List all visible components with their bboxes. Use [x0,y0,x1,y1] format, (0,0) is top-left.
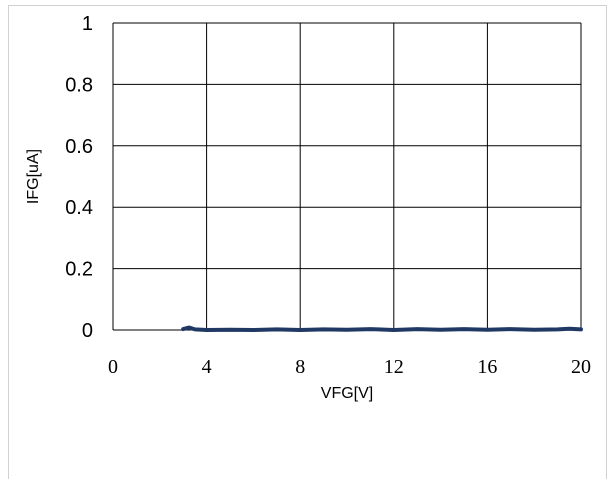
y-tick-label: 1 [82,13,93,35]
y-tick-label: 0.4 [65,197,93,219]
x-tick-label: 0 [108,356,118,378]
y-tick-label: 0.6 [65,136,93,158]
x-tick-label: 12 [384,356,404,378]
series-line [181,325,583,332]
x-tick-labels: 0 4 8 12 16 20 [108,356,591,378]
y-tick-label: 0.2 [65,259,93,281]
x-tick-label: 4 [202,356,212,378]
x-tick-label: 20 [571,356,591,378]
x-axis-label: VFG[V] [321,385,373,402]
grid-lines [112,22,582,331]
chart-frame [8,5,607,479]
y-tick-labels: 0 0.2 0.4 0.6 0.8 1 [65,13,93,342]
x-tick-label: 8 [295,356,305,378]
y-tick-label: 0.8 [65,74,93,96]
y-axis-label: IFG[uA] [25,149,42,204]
y-tick-label: 0 [82,320,93,342]
x-tick-label: 16 [477,356,497,378]
series-layer [181,325,583,332]
